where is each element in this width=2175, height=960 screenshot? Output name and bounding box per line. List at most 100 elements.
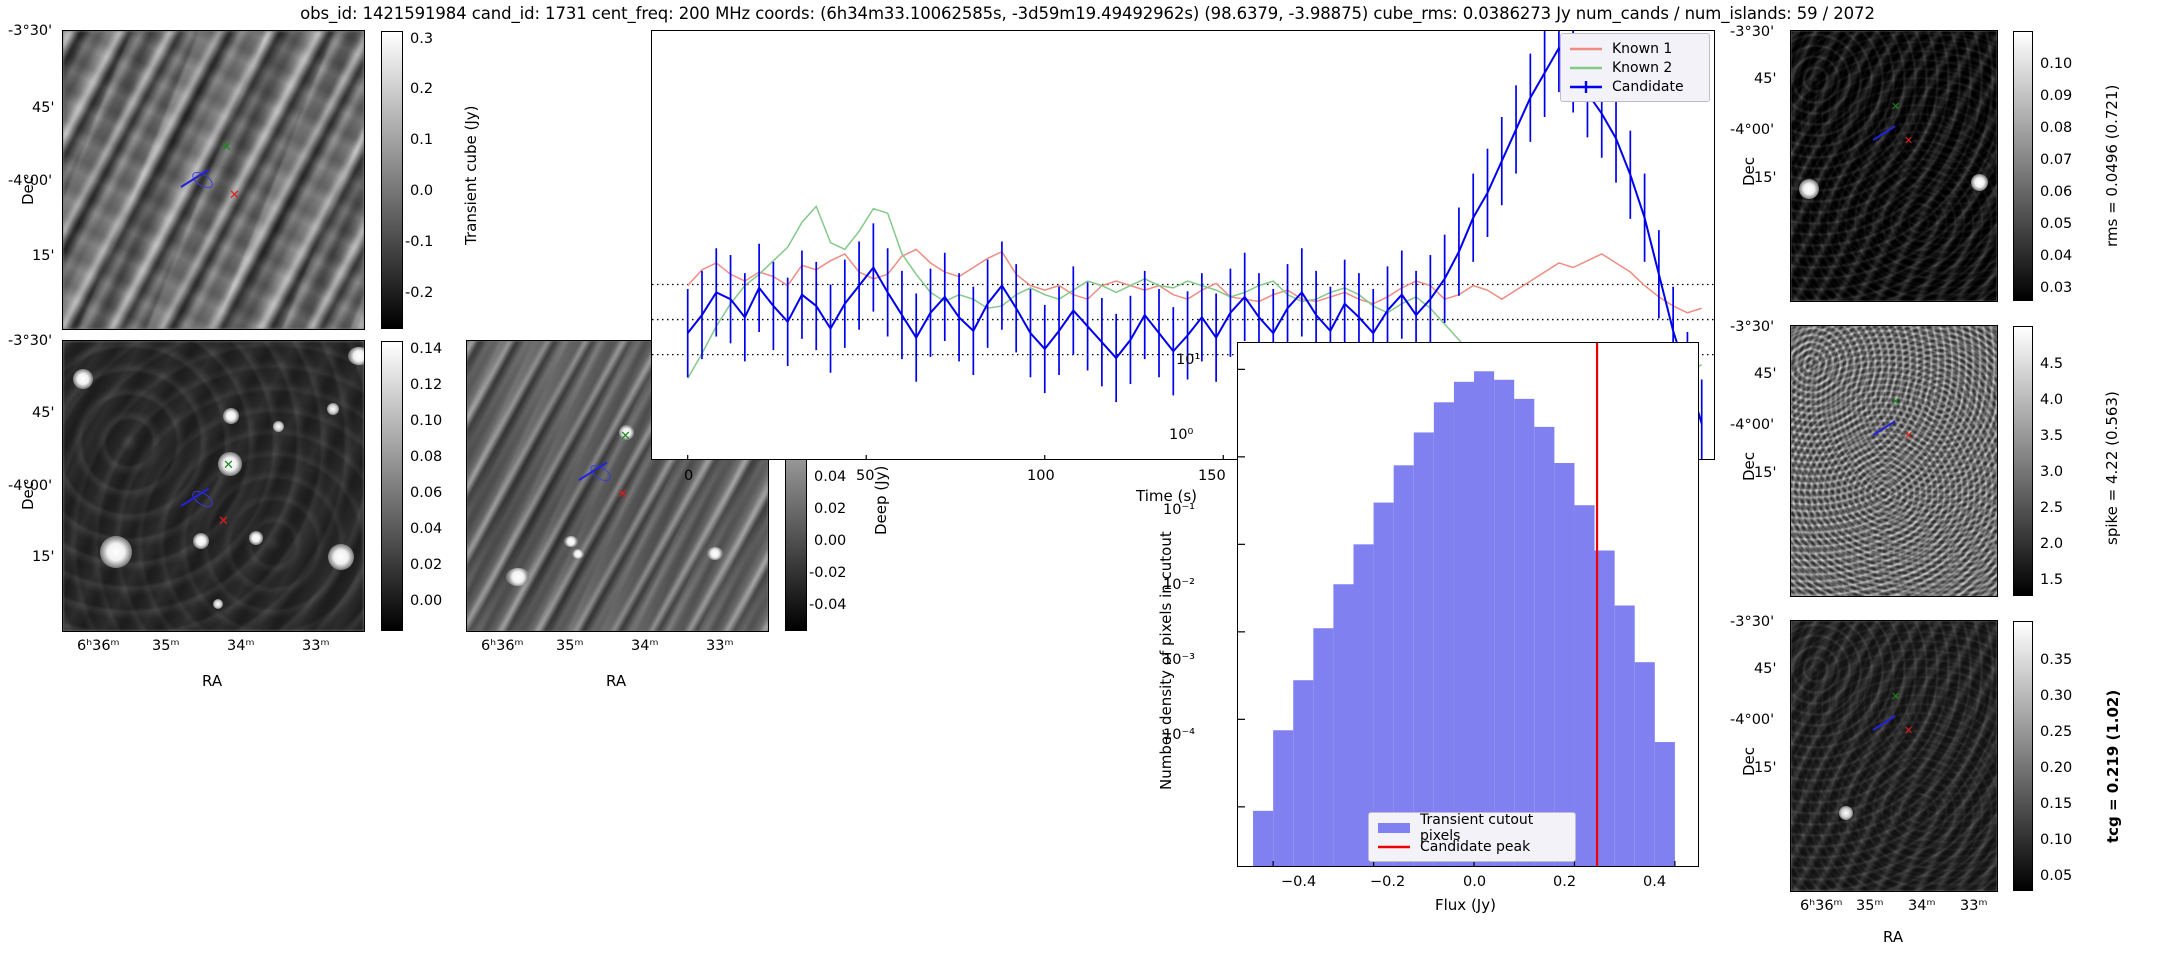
rms-image[interactable]: ✕ ✕: [1790, 30, 1998, 302]
p2-ra-tick-3: 33ᵐ: [302, 638, 330, 654]
hist-xlabel: Flux (Jy): [1435, 896, 1496, 914]
hist-ytick-1: 10⁰: [1169, 427, 1194, 443]
hist-ytick-3: 10⁻²: [1163, 577, 1195, 593]
r3-dec-tick-3: 15': [1754, 760, 1777, 776]
r3-cb-tick-2: 0.25: [2040, 724, 2073, 740]
lc-xtick-1: 50: [856, 468, 875, 484]
r3-cb-tick-3: 0.20: [2040, 760, 2073, 776]
lc-xtick-0: 0: [684, 468, 694, 484]
r1-cb-tick-4: 0.06: [2040, 184, 2073, 200]
p2-cb-tick-5: 0.04: [410, 521, 443, 537]
p2-ra-tick-0: 6ʰ36ᵐ: [77, 638, 120, 654]
hist-ytick-4: 10⁻³: [1163, 652, 1195, 668]
known-source-1-marker: ✕: [1891, 690, 1901, 703]
r2-cb-tick-5: 2.0: [2040, 536, 2064, 552]
r1-cb-tick-7: 0.03: [2040, 280, 2073, 296]
r1-cb-tick-3: 0.07: [2040, 152, 2073, 168]
known-source-2-marker: ✕: [218, 514, 229, 529]
spike-image[interactable]: ✕ ✕: [1790, 325, 1998, 597]
p1-cb-tick-0: 0.3: [410, 31, 434, 47]
lightcurve-svg: [652, 31, 1714, 459]
hist-ytick-0: 10¹: [1176, 352, 1201, 368]
r1-cb-tick-2: 0.08: [2040, 120, 2073, 136]
p2-cb-tick-4: 0.06: [410, 485, 443, 501]
p2-cb-tick-0: 0.14: [410, 341, 443, 357]
legend-label-known1: Known 1: [1612, 40, 1673, 57]
p1-cb-tick-3: 0.0: [410, 183, 434, 199]
lc-xlabel: Time (s): [1136, 487, 1197, 505]
gleam-image[interactable]: ✕ ✕: [62, 340, 365, 632]
hist-ytick-2: 10⁻¹: [1163, 502, 1195, 518]
known-source-2-marker: ✕: [229, 188, 240, 203]
spike-colorbar: [2013, 326, 2033, 596]
hist-xtick-2: 0.0: [1463, 874, 1487, 890]
hist-xtick-4: 0.4: [1643, 874, 1667, 890]
gleam-colorbar: [381, 341, 403, 631]
r2-cb-tick-2: 3.5: [2040, 428, 2064, 444]
r1-colorbar-label: rms = 0.0496 (0.721): [2103, 84, 2121, 247]
p2-ra-tick-2: 34ᵐ: [227, 638, 255, 654]
known-source-1-marker: ✕: [221, 140, 232, 155]
known-source-2-marker: ✕: [1904, 429, 1914, 442]
lc-xtick-3: 150: [1198, 468, 1226, 484]
r3-ra-tick-3: 33ᵐ: [1960, 898, 1988, 914]
legend-label-candidate: Candidate: [1612, 78, 1684, 95]
tcg-image[interactable]: ✕ ✕: [1790, 620, 1998, 892]
r1-dec-tick-0: -3°30': [1730, 24, 1775, 40]
r2-cb-tick-6: 1.5: [2040, 572, 2064, 588]
cutout-pixels-swatch: [1377, 822, 1411, 834]
r3-colorbar-label: tcg = 0.219 (1.02): [2104, 689, 2122, 843]
flux-histogram-svg: [1238, 343, 1676, 866]
p3-cb-tick-7: -0.02: [809, 565, 847, 581]
p3-colorbar-label: Deep (Jy): [872, 465, 890, 535]
p2-cb-tick-1: 0.12: [410, 377, 443, 393]
r3-cb-tick-5: 0.10: [2040, 832, 2073, 848]
hist-xtick-3: 0.2: [1553, 874, 1577, 890]
p1-dec-tick-0: -3°30': [8, 23, 53, 39]
p2-dec-tick-3: 15': [32, 549, 55, 565]
transient-cube-colorbar: [381, 31, 403, 329]
lc-xtick-2: 100: [1027, 468, 1055, 484]
p1-dec-tick-2: -4°00': [8, 173, 53, 189]
p3-ra-tick-0: 6ʰ36ᵐ: [481, 638, 524, 654]
r1-cb-tick-0: 0.10: [2040, 56, 2073, 72]
transient-cube-image[interactable]: ✕ ✕: [62, 30, 365, 330]
p1-cb-tick-5: -0.2: [405, 285, 434, 301]
r2-colorbar-label: spike = 4.22 (0.563): [2103, 391, 2121, 545]
legend-label-candidate-peak: Candidate peak: [1420, 838, 1531, 855]
p1-dec-tick-1: 45': [32, 100, 55, 116]
legend-label-cutout-pixels: Transient cutout pixels: [1420, 811, 1534, 844]
r1-dec-tick-3: 15': [1754, 170, 1777, 186]
p3-ra-tick-3: 33ᵐ: [706, 638, 734, 654]
p3-cb-tick-5: 0.02: [814, 501, 847, 517]
legend-label-known2: Known 2: [1612, 59, 1673, 76]
legend-item-cutout-pixels: Transient cutout pixels: [1377, 812, 1567, 844]
r3-cb-tick-0: 0.35: [2040, 652, 2073, 668]
p2-xlabel: RA: [202, 672, 223, 690]
r2-cb-tick-1: 4.0: [2040, 392, 2064, 408]
p2-cb-tick-2: 0.10: [410, 413, 443, 429]
r3-ra-tick-1: 35ᵐ: [1856, 898, 1884, 914]
flux-histogram-plot[interactable]: [1237, 342, 1699, 867]
p1-colorbar-label: Transient cube (Jy): [462, 105, 480, 245]
lightcurve-legend: Known 1 Known 2 Candidate: [1560, 33, 1710, 102]
r2-dec-tick-2: -4°00': [1730, 417, 1775, 433]
known-source-1-marker: ✕: [620, 429, 631, 444]
hist-ylabel: Number density of pixels in cutout: [1157, 531, 1175, 790]
r1-dec-tick-1: 45': [1754, 71, 1777, 87]
r3-ylabel: Dec: [1740, 746, 1758, 776]
known2-swatch: [1569, 63, 1603, 73]
legend-item-candidate: Candidate: [1569, 77, 1701, 96]
r2-ylabel: Dec: [1740, 451, 1758, 481]
known1-swatch: [1569, 44, 1603, 54]
known-source-1-marker: ✕: [1891, 395, 1901, 408]
legend-item-known2: Known 2: [1569, 58, 1701, 77]
p2-dec-tick-1: 45': [32, 405, 55, 421]
r3-ra-tick-2: 34ᵐ: [1908, 898, 1936, 914]
p3-ra-tick-1: 35ᵐ: [556, 638, 584, 654]
r2-cb-tick-4: 2.5: [2040, 500, 2064, 516]
known-source-2-marker: ✕: [617, 487, 628, 502]
histogram-legend: Transient cutout pixels Candidate peak: [1368, 812, 1576, 862]
r1-cb-tick-1: 0.09: [2040, 88, 2073, 104]
